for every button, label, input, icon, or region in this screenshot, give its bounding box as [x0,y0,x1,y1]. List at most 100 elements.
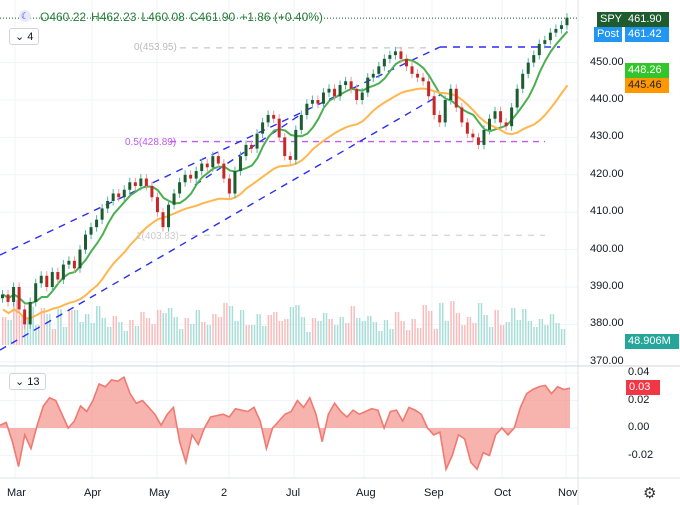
volume-bar [320,321,322,345]
volume-bar [311,318,314,345]
volume-bar [215,314,217,345]
volume-bar [356,318,358,345]
volume-bar [309,332,311,345]
volume-bar [547,325,549,345]
volume-bar [516,320,519,345]
volume-bar [71,310,73,345]
candle-body [227,178,231,194]
trend-channel-line [0,46,441,256]
moon-icon[interactable]: ☾ [19,10,31,22]
ma-fast-line [2,30,569,305]
candle-body [95,219,99,228]
volume-bar [480,303,483,345]
candle-body [178,182,182,194]
volume-bar [159,310,162,345]
volume-bar [107,327,109,345]
volume-bar [505,322,508,345]
volume-bar [353,306,355,345]
volume-bar [400,321,402,345]
candle-body [139,178,143,187]
settings-gear-icon[interactable]: ⚙ [643,485,657,502]
candle-body [299,114,303,130]
volume-bar [156,310,159,345]
indicator-tag: 0.03 [626,380,660,395]
volume-bar [120,322,123,345]
volume-bar [419,328,422,345]
volume-bar [458,313,461,345]
volume-bar [32,307,34,345]
candle-body [559,25,563,29]
candle-body [194,171,198,179]
candle-body [465,122,469,134]
candle-body [161,212,165,228]
main-legend-toggle[interactable]: ⌄ 4 [9,28,40,45]
candle-body [460,107,464,123]
volume-bar [453,301,455,345]
candle-body [443,100,447,123]
volume-bar [488,327,491,345]
candle-body [111,193,115,201]
volume-bar [151,324,153,345]
candle-body [305,103,309,115]
volume-bar [256,314,259,345]
volume-bar [206,325,209,345]
volume-bar [104,318,106,345]
candle-body [6,294,10,302]
volume-bar [397,312,400,345]
candle-body [482,129,486,145]
volume-bar [217,317,220,345]
volume-bar [181,329,184,345]
volume-bar [322,313,325,345]
post-price-tag: 461.42 [625,27,669,42]
volume-bar [7,320,10,345]
candle-body [504,122,508,127]
volume-bar [192,324,195,345]
volume-bar [21,315,23,345]
volume-bar [483,315,485,345]
volume-bar [176,317,178,345]
volume-bar [259,314,261,345]
volume-bar [112,316,115,345]
volume-bar [549,314,552,345]
volume-bar [118,322,120,345]
volume-bar [220,317,223,345]
volume-bar [541,319,544,345]
volume-bar [339,317,342,345]
volume-bar [300,317,303,345]
volume-bar [334,325,336,345]
time-axis-label: Sep [424,487,444,499]
ma-slow-tag: 445.46 [625,78,669,93]
volume-bar [508,322,510,345]
candle-body [432,96,436,115]
candle-body [233,171,237,194]
candle-body [117,193,121,198]
volume-bar [372,322,375,345]
price-axis-label: 380.00 [590,317,624,330]
volume-bar [536,327,538,345]
candle-body [205,163,209,168]
volume-bar [140,312,142,345]
volume-bar [54,329,57,345]
candle-body [61,264,65,280]
candle-body [150,186,154,198]
volume-bar [228,306,231,345]
volume-bar [494,310,497,345]
indicator-legend-toggle[interactable]: ⌄ 13 [9,373,46,390]
volume-bar [522,309,524,345]
candle-body [216,156,220,164]
volume-bar [51,329,54,345]
volume-bar [109,327,112,345]
candle-body [382,58,386,67]
candle-body [272,114,276,119]
candle-body [371,73,375,78]
volume-bar [212,314,214,345]
candle-body [283,137,287,157]
candle-body [189,174,193,179]
volume-bar [430,311,433,345]
volume-bar [289,307,292,345]
volume-bar [24,318,26,345]
price-axis-label: 440.00 [590,93,624,105]
candle-body [499,111,503,123]
volume-bar [85,314,87,345]
